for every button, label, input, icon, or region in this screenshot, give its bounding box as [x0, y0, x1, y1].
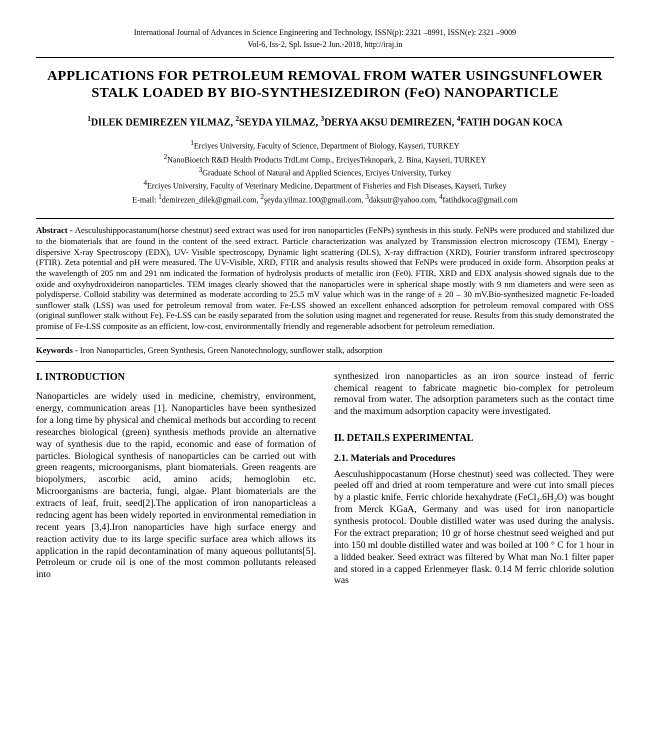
journal-line-1: International Journal of Advances in Sci…	[36, 28, 614, 38]
intro-text: Nanoparticles are widely used in medicin…	[36, 392, 316, 582]
section-1-heading: I. INTRODUCTION	[36, 372, 316, 385]
top-rule	[36, 57, 614, 58]
materials-text: Aesculushippocastanum (Horse chestnut) s…	[334, 470, 614, 589]
body-columns: I. INTRODUCTION Nanoparticles are widely…	[36, 372, 614, 589]
abstract-label: Abstract -	[36, 225, 75, 235]
right-column: synthesized iron nanoparticles as an iro…	[334, 372, 614, 589]
affiliations: 1Erciyes University, Faculty of Science,…	[36, 139, 614, 206]
keywords-block: Keywords - Iron Nanoparticles, Green Syn…	[36, 345, 614, 355]
author-list: 1DILEK DEMIREZEN YILMAZ, 2SEYDA YILMAZ, …	[36, 115, 614, 129]
paper-title: APPLICATIONS FOR PETROLEUM REMOVAL FROM …	[36, 68, 614, 103]
abstract-text: Aesculushippocastanum(horse chestnut) se…	[36, 225, 614, 331]
abstract-top-rule	[36, 218, 614, 219]
keywords-bottom-rule	[36, 361, 614, 362]
journal-line-2: Vol-6, Iss-2, Spl. Issue-2 Jun.-2018, ht…	[36, 40, 614, 50]
subsection-2-1-heading: 2.1. Materials and Procedures	[334, 454, 614, 466]
abstract-block: Abstract - Aesculushippocastanum(horse c…	[36, 225, 614, 331]
section-2-heading: II. DETAILS EXPERIMENTAL	[334, 433, 614, 446]
keywords-text: Iron Nanoparticles, Green Synthesis, Gre…	[80, 345, 383, 355]
abstract-mid-rule	[36, 338, 614, 339]
keywords-label: Keywords -	[36, 345, 80, 355]
intro-continued: synthesized iron nanoparticles as an iro…	[334, 372, 614, 420]
left-column: I. INTRODUCTION Nanoparticles are widely…	[36, 372, 316, 589]
